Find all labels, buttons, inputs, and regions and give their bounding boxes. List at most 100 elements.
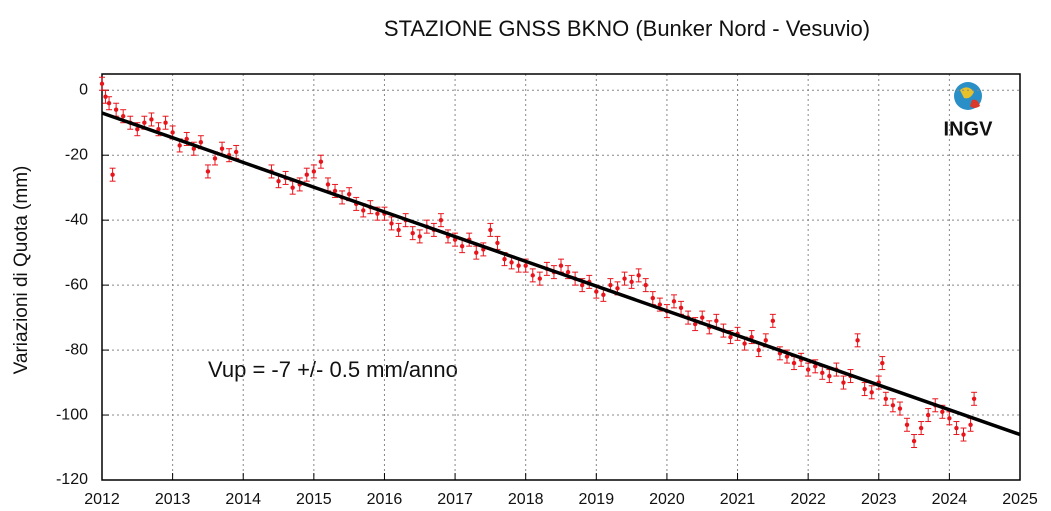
x-tick-label: 2018 [508,491,544,508]
data-point [113,107,119,112]
data-point [880,360,885,366]
x-tick-label: 2019 [579,491,615,508]
data-point [103,94,108,99]
data-point [827,373,832,379]
data-point [212,156,218,161]
y-axis-label: Variazioni di Quota (mm) [11,166,32,375]
data-point [608,282,613,288]
data-point [918,425,924,431]
data-point [890,403,896,408]
data-point [346,191,352,197]
data-point [657,302,663,307]
data-point [142,120,147,125]
data-point [947,416,952,421]
data-point [318,159,324,164]
data-point [375,211,380,216]
data-point [163,120,168,125]
data-point [304,172,309,177]
data-point [502,256,507,262]
data-point [120,114,126,119]
data-point [805,367,811,372]
data-point [791,360,797,366]
y-tick-label: -20 [65,146,88,163]
data-point [509,260,514,265]
x-tick-label: 2013 [155,491,191,508]
data-point [417,234,422,239]
data-point [135,127,140,132]
y-tick-label: -120 [56,471,88,488]
data-point [523,263,528,268]
data-point [897,406,903,411]
data-point [106,101,112,106]
data-point [488,227,493,233]
data-point [110,172,115,177]
x-tick-label: 2016 [367,491,403,508]
data-point [714,318,719,324]
logo-text: INGV [944,118,994,140]
data-point [692,321,698,327]
data-point [558,263,564,268]
data-point [361,208,366,213]
x-tick-label: 2025 [1002,491,1038,508]
data-point [516,263,521,268]
data-point [636,273,641,278]
data-point [495,240,500,246]
data-point [170,130,175,135]
data-point [671,299,677,304]
y-tick-label: -80 [65,341,88,358]
fit-line [101,111,1021,437]
plot-frame [101,73,1021,481]
data-point [650,295,655,301]
data-point [841,380,846,385]
data-point [184,136,189,142]
data-point [869,390,874,395]
data-point [643,282,648,288]
data-point [537,276,543,281]
data-point [410,230,415,236]
data-point [862,386,867,392]
data-point [565,269,571,275]
data-point [904,422,910,427]
data-point [99,81,105,86]
logo: INGV [944,82,994,140]
data-point [926,412,931,418]
data-point [756,347,761,353]
x-tick-label: 2015 [296,491,332,508]
data-point [191,146,196,151]
x-tick-label: 2014 [225,491,261,508]
data-point [579,282,585,288]
data-point [728,334,733,340]
data-point [749,334,754,340]
x-tick-label: 2017 [437,491,473,508]
data-point [474,250,479,255]
data-point [149,117,154,122]
data-point [601,292,606,298]
data-point [820,370,825,376]
data-point [594,289,599,294]
data-point [855,338,860,343]
data-point [629,279,634,285]
data-point [813,364,818,369]
data-point [911,438,917,444]
data-point [883,396,889,401]
x-tick-label: 2012 [84,491,120,508]
data-point [763,338,768,343]
data-point [954,425,959,431]
annotation: Vup = -7 +/- 0.5 mm/anno [208,357,458,382]
data-point [961,432,966,437]
x-tick-label: 2021 [720,491,756,508]
data-point [198,140,204,145]
data-point [459,243,465,249]
data-point [389,221,394,226]
logo-land [970,99,980,108]
chart-title: STAZIONE GNSS BKNO (Bunker Nord - Vesuvi… [384,16,870,41]
data-point [968,422,973,427]
y-tick-label: -100 [56,406,88,423]
y-tick-label: -40 [65,211,88,228]
data-point [940,409,945,414]
x-tick-label: 2024 [932,491,968,508]
data-point [678,305,684,311]
data-point [742,341,747,346]
data-point [219,146,225,151]
